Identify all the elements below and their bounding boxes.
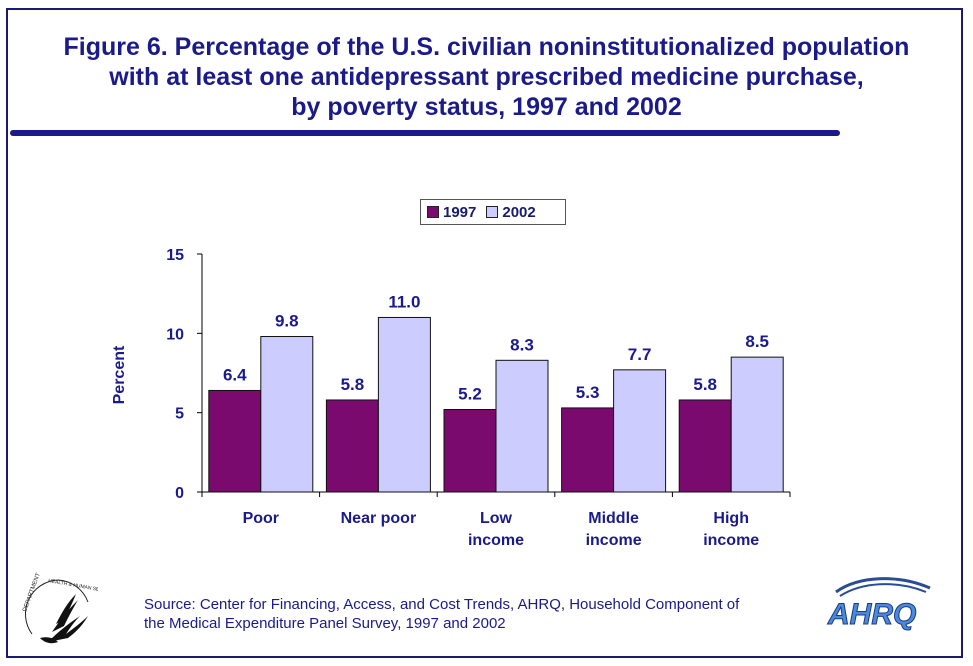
chart-legend: 1997 2002 bbox=[420, 199, 566, 225]
ahrq-logo-text: AHRQ bbox=[827, 598, 916, 631]
svg-text:DEPARTMENT: DEPARTMENT bbox=[22, 572, 42, 613]
legend-item-1997: 1997 bbox=[427, 204, 476, 221]
source-line-2: the Medical Expenditure Panel Survey, 19… bbox=[144, 615, 506, 632]
chart-title: Figure 6. Percentage of the U.S. civilia… bbox=[0, 32, 973, 122]
title-line-3: by poverty status, 1997 and 2002 bbox=[291, 93, 682, 121]
slide-frame bbox=[6, 8, 963, 658]
legend-item-2002: 2002 bbox=[486, 203, 536, 221]
ahrq-logo: AHRQ bbox=[827, 577, 931, 632]
source-note: Source: Center for Financing, Access, an… bbox=[144, 595, 824, 633]
hhs-seal-logo: DEPARTMENT HEALTH & HUMAN SERVICES bbox=[22, 572, 98, 644]
title-divider bbox=[10, 130, 840, 136]
legend-label-1997: 1997 bbox=[443, 203, 477, 221]
title-line-1: Figure 6. Percentage of the U.S. civilia… bbox=[63, 33, 910, 61]
legend-swatch-1997 bbox=[427, 206, 439, 218]
svg-text:HEALTH & HUMAN SERVICES: HEALTH & HUMAN SERVICES bbox=[48, 578, 98, 596]
legend-label-2002: 2002 bbox=[502, 203, 536, 221]
title-line-2: with at least one antidepressant prescri… bbox=[109, 63, 864, 91]
legend-swatch-2002 bbox=[486, 206, 499, 218]
source-line-1: Source: Center for Financing, Access, an… bbox=[144, 596, 740, 613]
